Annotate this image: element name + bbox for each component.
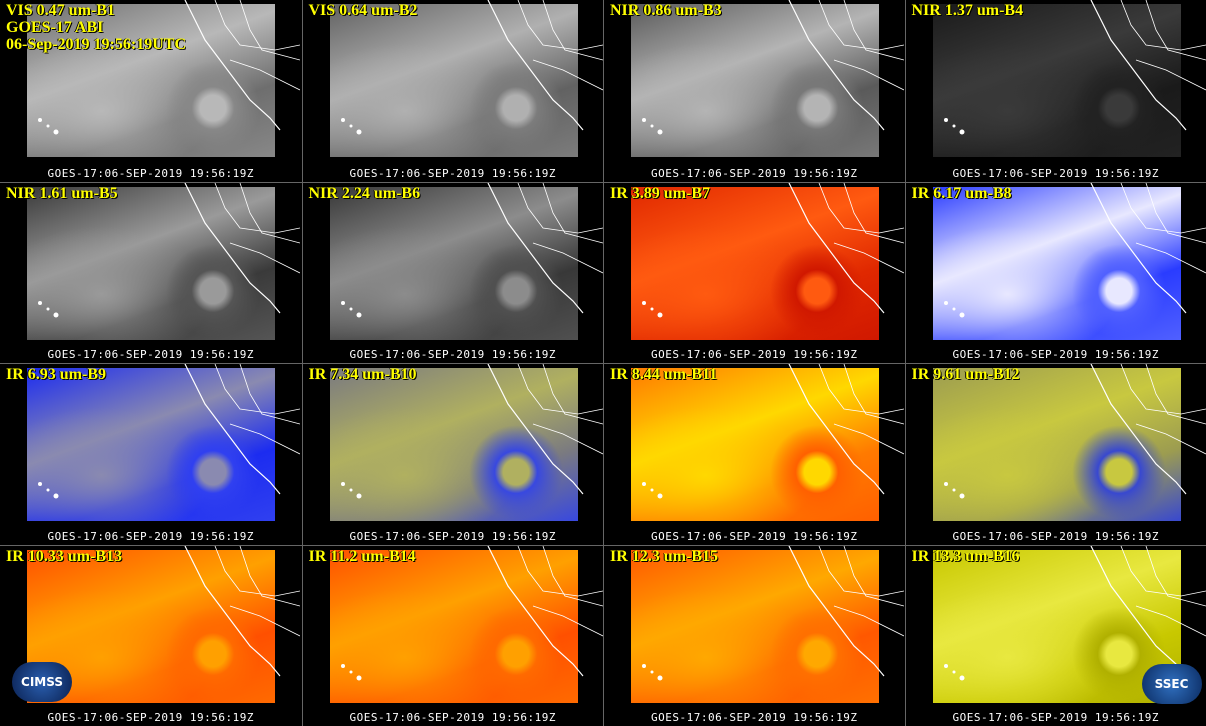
- coastline: [943, 545, 1206, 680]
- timestamp: GOES-17:06-SEP-2019 19:56:19Z: [650, 166, 858, 180]
- band-panel: IR 7.34 um-B10 GOES-17:06-SEP-2019 19:56:…: [302, 364, 603, 545]
- coastline: [642, 545, 904, 680]
- band-panel: NIR 2.24 um-B6 GOES-17:06-SEP-2019 19:56:…: [302, 182, 603, 363]
- timestamp: GOES-17:06-SEP-2019 19:56:19Z: [349, 711, 557, 724]
- cimss-logo: CIMSS: [12, 661, 72, 702]
- band-label: IR 11.2 um-B14: [308, 547, 416, 565]
- band-label: IR 8.44 um-B11: [610, 366, 718, 383]
- band-panel: NIR 0.86 um-B3 GOES-17:06-SEP-2019 19:56:…: [604, 0, 905, 182]
- timestamp: GOES-17:06-SEP-2019 19:56:19Z: [952, 348, 1160, 361]
- satellite-image: [329, 368, 578, 521]
- band-panel: IR 10.33 um-B13 GOES-17:06-SEP-2019 19:56…: [0, 545, 302, 726]
- satellite-name: GOES-17 ABI: [6, 19, 104, 36]
- coastline: [642, 0, 904, 135]
- band-panel: NIR 1.61 um-B5 GOES-17:06-SEP-2019 19:56:…: [0, 182, 302, 363]
- satellite-image: [932, 549, 1181, 703]
- band-panel: VIS 0.47 um-B1 GOES-17:06-SEP-2019 19:56:…: [0, 0, 302, 182]
- band-panel: VIS 0.64 um-B2 GOES-17:06-SEP-2019 19:56:…: [302, 0, 603, 182]
- timestamp: GOES-17:06-SEP-2019 19:56:19Z: [47, 711, 255, 724]
- timestamp: GOES-17:06-SEP-2019 19:56:19Z: [47, 166, 255, 180]
- coastline: [38, 182, 300, 317]
- timestamp: GOES-17:06-SEP-2019 19:56:19Z: [952, 166, 1160, 180]
- band-label: NIR 0.86 um-B3: [610, 2, 722, 19]
- satellite-image: [631, 186, 879, 340]
- band-panel: IR 6.93 um-B9 GOES-17:06-SEP-2019 19:56:1…: [0, 364, 302, 545]
- timestamp: GOES-17:06-SEP-2019 19:56:19Z: [349, 166, 557, 180]
- band-panel: IR 12.3 um-B15 GOES-17:06-SEP-2019 19:56:…: [604, 545, 905, 726]
- coastline: [943, 364, 1206, 499]
- satellite-image: [631, 549, 879, 703]
- satellite-image: [329, 4, 578, 157]
- satellite-image: [932, 186, 1181, 340]
- timestamp: GOES-17:06-SEP-2019 19:56:19Z: [952, 711, 1160, 724]
- band-panel: NIR 1.37 um-B4 GOES-17:06-SEP-2019 19:56:…: [905, 0, 1206, 182]
- timestamp: GOES-17:06-SEP-2019 19:56:19Z: [47, 348, 255, 361]
- timestamp: GOES-17:06-SEP-2019 19:56:19Z: [650, 529, 858, 543]
- band-label: IR 6.17 um-B8: [911, 184, 1012, 202]
- band-panel: IR 13.3 um-B16 GOES-17:06-SEP-2019 19:56:…: [905, 545, 1206, 726]
- timestamp: GOES-17:06-SEP-2019 19:56:19Z: [650, 348, 858, 361]
- ssec-logo: SSEC: [1141, 663, 1202, 704]
- band-label: IR 3.89 um-B7: [610, 184, 711, 202]
- band-label: VIS 0.64 um-B2: [308, 2, 418, 19]
- band-label: IR 13.3 um-B16: [911, 547, 1020, 565]
- band-panel: IR 8.44 um-B11 GOES-17:06-SEP-2019 19:56:…: [604, 364, 905, 545]
- coastline: [642, 364, 904, 499]
- band-label: IR 12.3 um-B15: [610, 547, 719, 565]
- satellite-image: [932, 4, 1181, 157]
- band-label: IR 10.33 um-B13: [6, 547, 123, 565]
- coastline: [642, 182, 904, 317]
- satellite-image: [329, 186, 578, 340]
- band-label: IR 9.61 um-B12: [911, 366, 1020, 383]
- band-label: IR 6.93 um-B9: [6, 366, 107, 383]
- band-label: NIR 2.24 um-B6: [308, 184, 421, 202]
- timestamp: GOES-17:06-SEP-2019 19:56:19Z: [650, 711, 858, 724]
- timestamp: GOES-17:06-SEP-2019 19:56:19Z: [47, 529, 255, 543]
- satellite-image: [631, 368, 879, 521]
- satellite-image: [631, 4, 879, 157]
- image-time: 06-Sep-2019 19:56:19UTC: [6, 36, 186, 53]
- band-panel: IR 6.17 um-B8 GOES-17:06-SEP-2019 19:56:1…: [905, 182, 1206, 363]
- coastline: [38, 364, 300, 499]
- coastline: [340, 364, 603, 499]
- band-panel: IR 11.2 um-B14 GOES-17:06-SEP-2019 19:56:…: [302, 545, 603, 726]
- coastline: [340, 545, 603, 680]
- coastline: [340, 0, 603, 135]
- timestamp: GOES-17:06-SEP-2019 19:56:19Z: [349, 529, 557, 543]
- band-label: VIS 0.47 um-B1: [6, 2, 115, 19]
- satellite-image: [27, 4, 275, 157]
- band-label: NIR 1.61 um-B5: [6, 184, 118, 202]
- band-panel: IR 3.89 um-B7 GOES-17:06-SEP-2019 19:56:1…: [604, 182, 905, 363]
- satellite-image: [27, 368, 275, 521]
- coastline: [38, 0, 300, 135]
- band-label: NIR 1.37 um-B4: [911, 2, 1024, 19]
- timestamp: GOES-17:06-SEP-2019 19:56:19Z: [349, 348, 557, 361]
- satellite-image: [27, 186, 275, 340]
- band-label: IR 7.34 um-B10: [308, 366, 417, 383]
- coastline: [943, 0, 1206, 135]
- band-panel: IR 9.61 um-B12 GOES-17:06-SEP-2019 19:56:…: [905, 364, 1206, 545]
- timestamp: GOES-17:06-SEP-2019 19:56:19Z: [952, 529, 1160, 543]
- satellite-image: [932, 368, 1181, 521]
- satellite-image: [329, 549, 578, 703]
- coastline: [340, 182, 603, 317]
- coastline: [943, 182, 1206, 317]
